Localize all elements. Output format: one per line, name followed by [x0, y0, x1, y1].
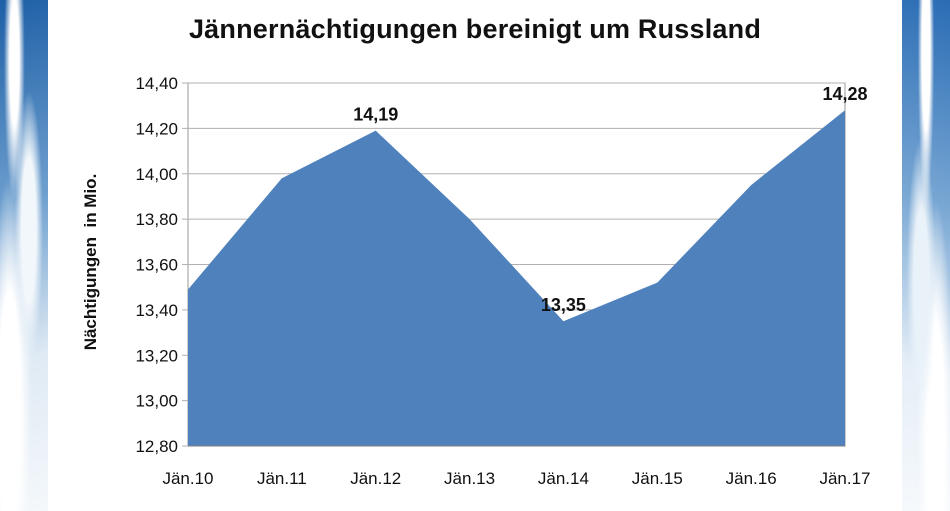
- background-mountain-right: [902, 0, 950, 511]
- chart-panel: Jännernächtigungen bereinigt um Russland…: [48, 0, 902, 511]
- data-label: 14,28: [822, 84, 867, 104]
- y-tick-label: 13,80: [135, 210, 178, 229]
- x-tick-label: Jän.17: [819, 469, 870, 488]
- x-tick-label: Jän.14: [538, 469, 589, 488]
- area-chart: 12,80 13,00 13,20 13,40 13,60 13,80 14,00 14,20…: [135, 74, 870, 488]
- y-tick-label: 14,00: [135, 165, 178, 184]
- y-tick-label: 13,00: [135, 392, 178, 411]
- y-tick-label: 12,80: [135, 437, 178, 456]
- y-tick-label: 13,20: [135, 346, 178, 365]
- y-tick-label: 13,40: [135, 301, 178, 320]
- y-tick-label: 14,40: [135, 74, 178, 93]
- data-label: 13,35: [541, 295, 586, 315]
- background-mountain-left: [0, 0, 48, 511]
- data-label: 14,19: [353, 105, 398, 125]
- series-area: [188, 110, 845, 446]
- x-tick-label: Jän.11: [257, 469, 307, 488]
- x-tick-label: Jän.16: [726, 469, 777, 488]
- chart-title: Jännernächtigungen bereinigt um Russland: [188, 14, 762, 44]
- x-tick-label: Jän.12: [350, 469, 401, 488]
- y-tick-label: 13,60: [135, 256, 178, 275]
- x-tick-label: Jän.10: [162, 469, 213, 488]
- y-tick-label: 14,20: [135, 119, 178, 138]
- x-tick-label: Jän.13: [444, 469, 495, 488]
- x-tick-label: Jän.15: [632, 469, 683, 488]
